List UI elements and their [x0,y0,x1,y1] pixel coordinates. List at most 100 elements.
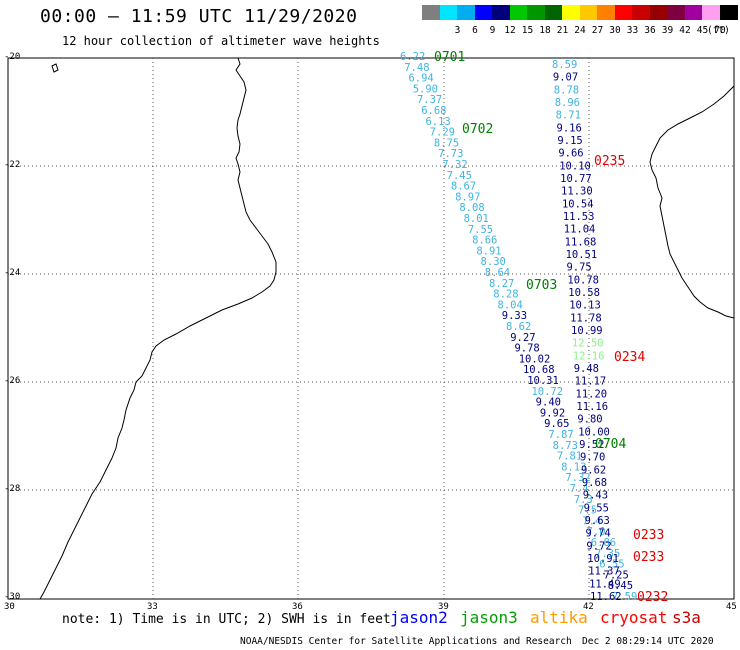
track-a-value-label: 7.29 [430,127,455,139]
track-b-value-label: 9.70 [580,452,605,464]
track-b-value-label: 11.16 [576,401,608,413]
track-a-value-label: 7.59 [612,591,637,603]
legend-swatch [702,5,720,20]
track-b-value-label: 9.66 [558,148,583,160]
track-a-value-label: 6.22 [400,51,425,63]
track-b-value-label: 10.54 [562,198,594,210]
legend-swatch [492,5,510,20]
satellite-name: jason3 [460,608,518,627]
legend-swatch [684,5,703,20]
track-b-value-label: 9.16 [557,122,582,134]
track-b-value-label: 9.75 [566,262,591,274]
track-a-value-label: 7.87 [548,429,573,441]
track-b-value-label: 11.20 [576,388,608,400]
track-a-value-label: 10.31 [527,375,559,387]
madagascar-coastline [649,85,735,319]
track-b-value-label: 9.55 [584,502,609,514]
track-b-value-label: 10.78 [567,274,599,286]
track-a-value-label: 8.67 [451,181,476,193]
track-b-value-label: 10.10 [559,160,591,172]
track-a-value-label: 8.27 [489,278,514,290]
track-a-value-label: 6.13 [425,116,450,128]
track-b-value-label: 9.43 [583,490,608,502]
legend-label: 33 [626,25,639,36]
track-b-value-label: 9.62 [581,464,606,476]
lon-tick-label: 45 [726,602,737,612]
legend-swatch [439,5,458,20]
track-a-value-label: 7.0 [587,526,606,538]
track-b-value-label: 8.96 [555,97,580,109]
lat-tick-label: -24 [4,268,21,278]
track-a-value-label: 7.4 [582,515,601,527]
track-b-value-label: 9.63 [585,515,610,527]
legend-label: 3 [454,25,461,36]
lat-tick-label: -20 [4,52,21,62]
track-a-value-label: 6.86 [591,537,616,549]
pass-time-label: 0235 [594,154,625,169]
legend-label: 27 [591,25,604,36]
legend-label: 21 [556,25,569,36]
track-b-value-label: 11.78 [570,312,602,324]
track-a-value-label: 8.13 [561,461,586,473]
track-a-value-label: 7.32 [442,159,467,171]
legend-unit: (ft) [707,25,730,36]
track-b-value-label: 10.13 [569,300,601,312]
track-a-value-label: 7.35 [595,548,620,560]
track-b-value-label: 11.37 [588,566,620,578]
track-b-value-label: 8.71 [556,110,581,122]
track-b-value-label: 10.00 [578,426,610,438]
legend-label: 15 [521,25,534,36]
legend-swatch [422,5,440,20]
legend-swatch [719,5,738,20]
lat-tick-label: -28 [4,484,21,494]
track-a-value-label: 8.45 [608,580,633,592]
legend-swatch [614,5,633,20]
track-b-value-label: 11.17 [575,376,607,388]
track-a-value-label: 7.55 [468,224,493,236]
credit-line: NOAA/NESDIS Center for Satellite Applica… [240,636,572,647]
pass-time-label: 0233 [633,550,664,565]
track-a-value-label: 8.30 [481,256,506,268]
track-a-value-label: 7.48 [404,62,429,74]
track-b-value-label: 9.80 [577,414,602,426]
track-b-value-label: 9.48 [574,363,599,375]
track-a-value-label: 7.73 [438,148,463,160]
legend-swatch [527,5,545,20]
legend-label: 30 [609,25,621,36]
pass-time-label: 0703 [526,278,557,293]
legend-label: 42 [679,25,691,36]
track-a-value-label: 9.65 [544,418,569,430]
lon-tick-label: 42 [583,602,594,612]
track-a-value-label: 9.78 [514,343,539,355]
satellite-name: jason2 [390,608,448,627]
satellite-name: s3a [672,608,701,627]
legend-swatch [544,5,563,20]
legend-swatch [562,5,580,20]
altimeter-tracks: 6.227.486.945.907.376.686.137.298.757.73… [400,50,668,605]
legend-label: 9 [489,25,496,36]
track-a-value-label: 8.73 [553,440,578,452]
track-a-value-label: 6.68 [421,105,446,117]
legend-swatch [597,5,615,20]
legend-swatch [579,5,598,20]
lat-tick-label: -22 [4,160,21,170]
lon-tick-label: 36 [292,602,303,612]
track-a-value-label: 8.62 [506,321,531,333]
track-b-value-label: 10.91 [587,553,619,565]
track-b-value-label: 8.78 [554,84,579,96]
track-a-value-label: 8.04 [498,299,523,311]
pass-time-label: 0702 [462,122,493,137]
track-a-value-label: 8.64 [485,267,510,279]
track-a-value-label: 8.66 [472,235,497,247]
legend-label: 24 [574,25,586,36]
island-coastline [51,63,59,73]
coastline [39,57,735,600]
footnote: note: 1) Time is in UTC; 2) SWH is in fe… [62,612,391,627]
lon-tick-label: 33 [147,602,158,612]
satellite-name: cryosat [600,608,668,627]
pass-time-label: 0234 [614,350,645,365]
map-frame [7,57,735,600]
track-a-value-label: 7.5 [578,505,597,517]
track-a-value-label: 7.81 [557,451,582,463]
